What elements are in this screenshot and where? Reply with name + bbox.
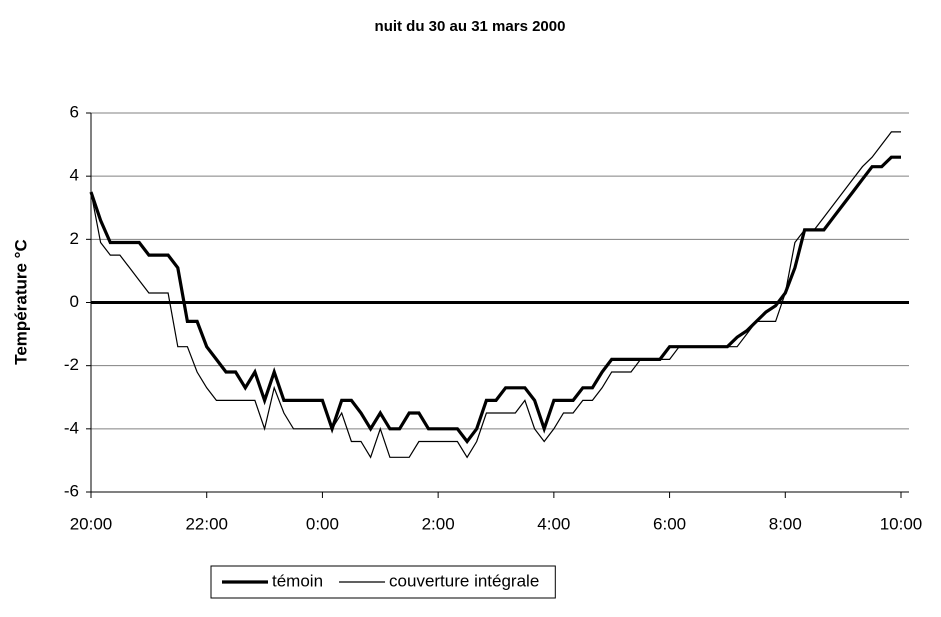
y-tick-label: -6 xyxy=(64,481,79,500)
y-tick-label: -2 xyxy=(64,355,79,374)
x-tick-label: 20:00 xyxy=(70,514,113,533)
x-tick-label: 10:00 xyxy=(880,514,923,533)
x-tick-label: 8:00 xyxy=(769,514,802,533)
y-tick-label: -4 xyxy=(64,418,79,437)
x-tick-label: 4:00 xyxy=(537,514,570,533)
legend-label: couverture intégrale xyxy=(389,571,539,590)
x-tick-label: 22:00 xyxy=(185,514,228,533)
legend-label: témoin xyxy=(272,571,323,590)
x-tick-label: 6:00 xyxy=(653,514,686,533)
y-tick-label: 4 xyxy=(70,166,79,185)
series-line xyxy=(90,131,901,459)
x-tick-label: 2:00 xyxy=(422,514,455,533)
series-line xyxy=(89,155,901,445)
y-axis-label: Température °C xyxy=(11,239,30,365)
chart-title: nuit du 30 au 31 mars 2000 xyxy=(375,18,566,35)
y-tick-label: 6 xyxy=(70,102,79,121)
x-tick-label: 0:00 xyxy=(306,514,339,533)
y-tick-label: 2 xyxy=(70,229,79,248)
y-tick-label: 0 xyxy=(70,292,79,311)
